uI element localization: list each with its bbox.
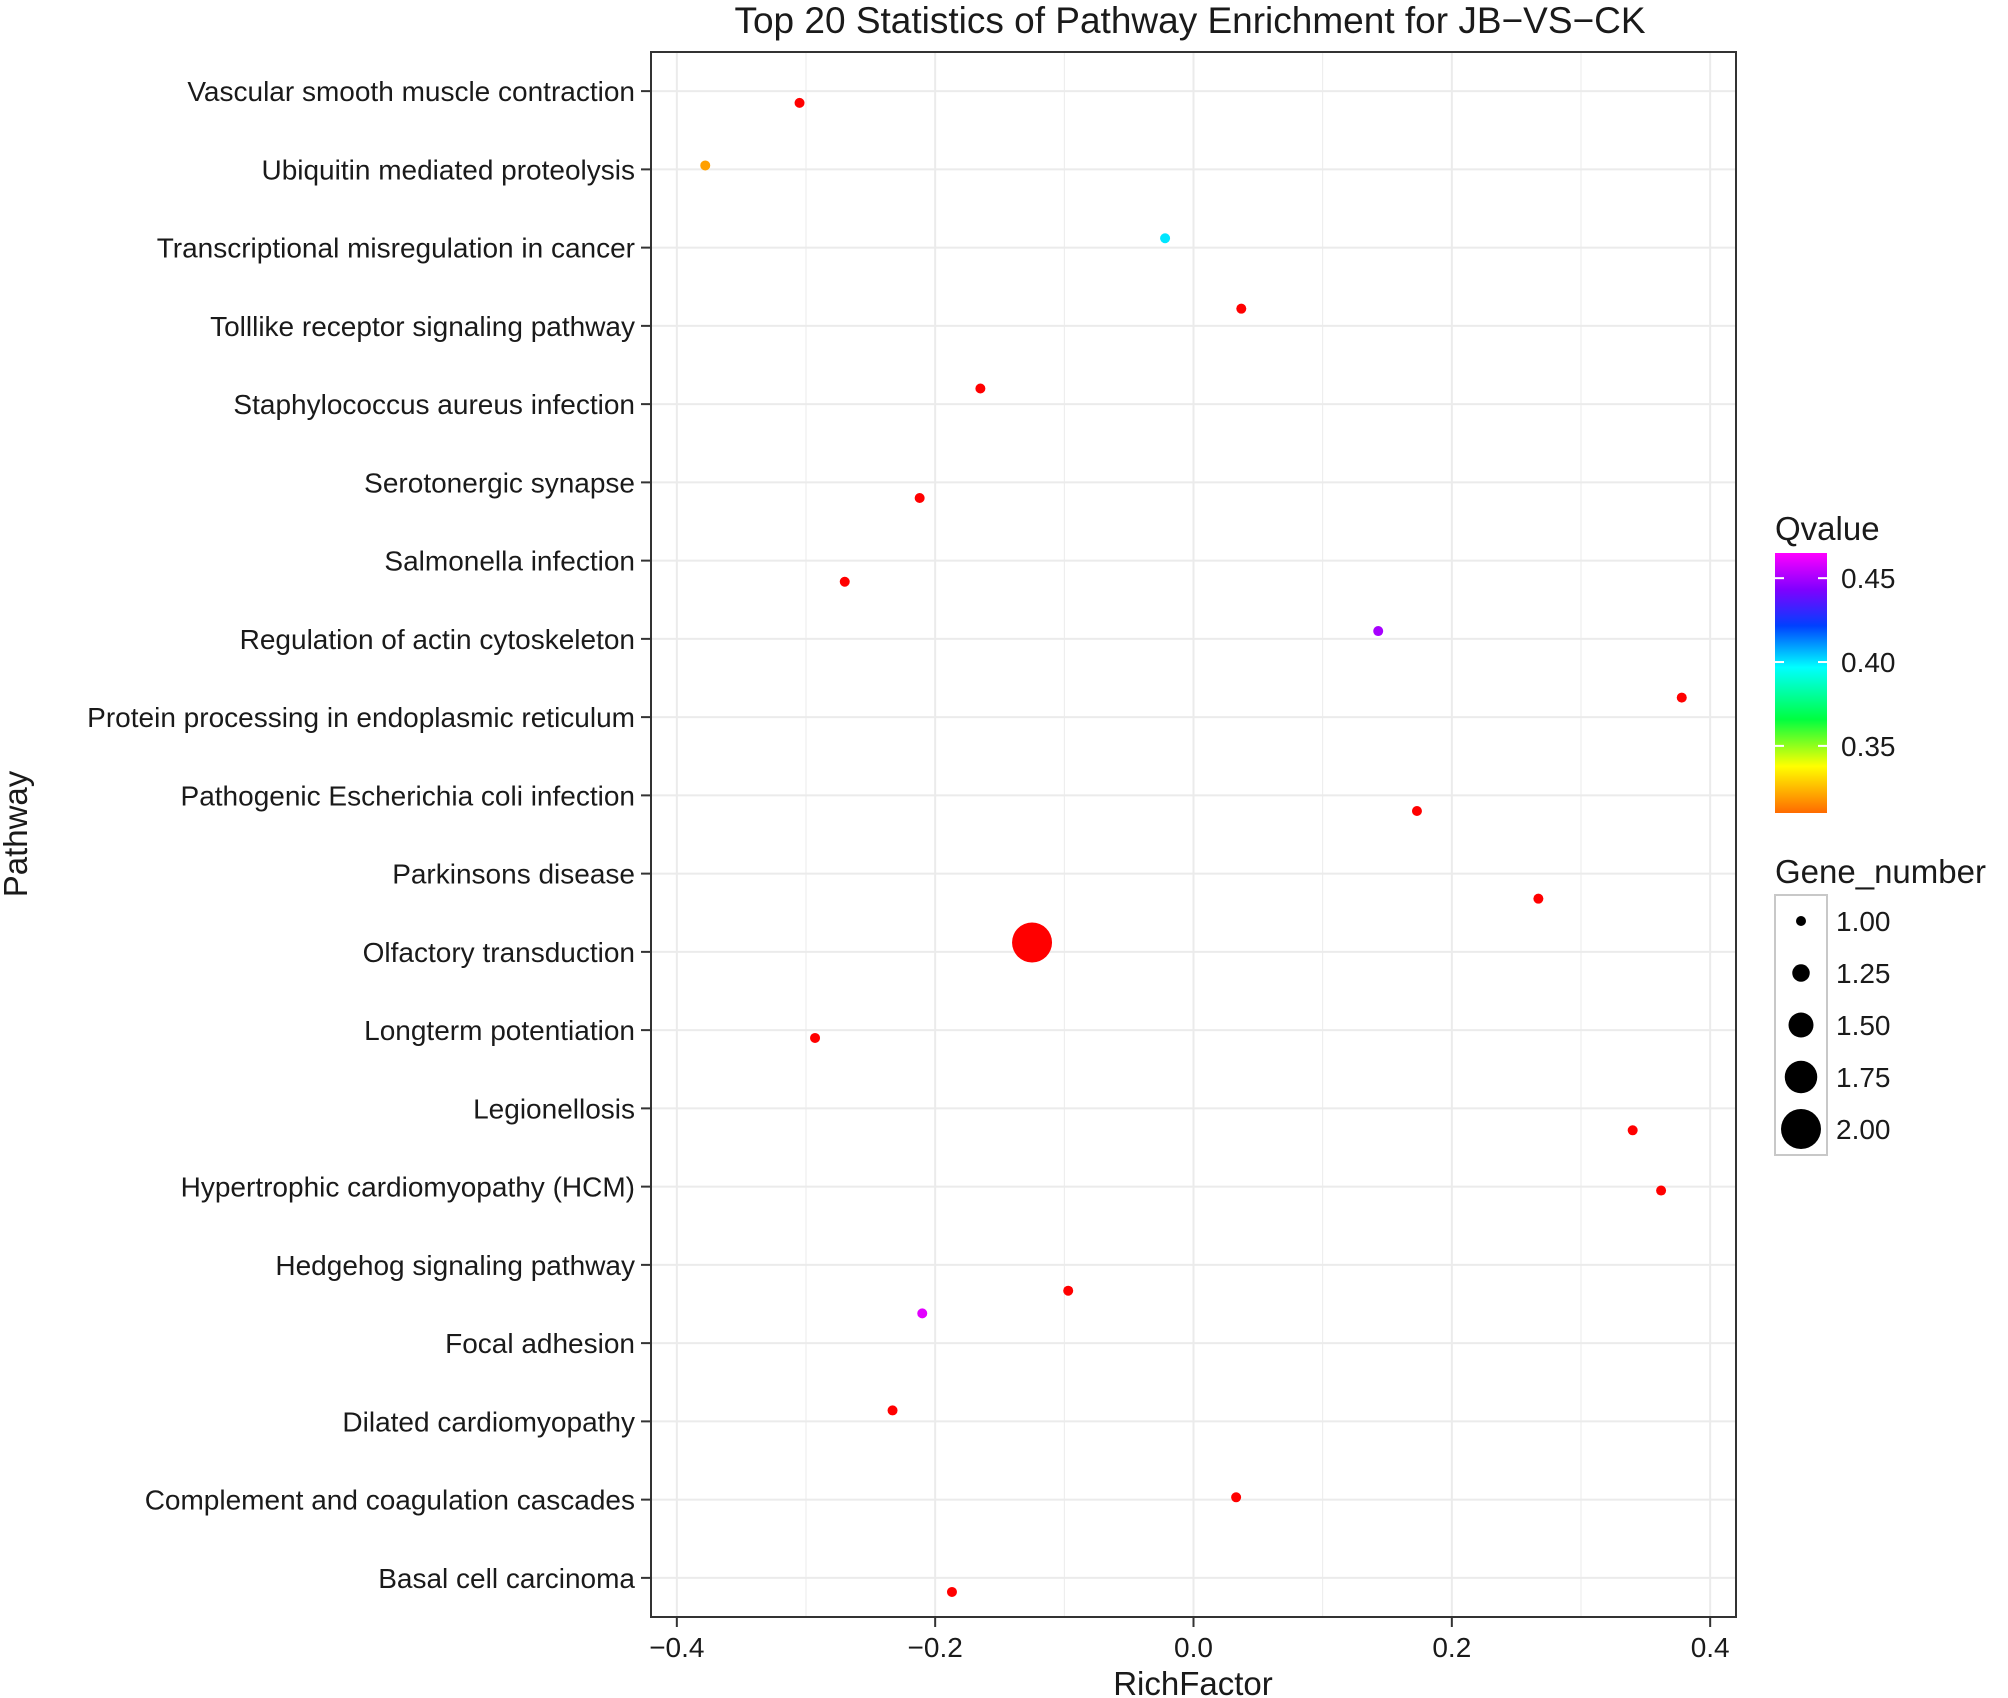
x-tick-label: −0.4 [649,1632,704,1663]
data-point [1012,922,1053,963]
data-point [839,576,850,587]
qvalue-tick-label: 0.40 [1841,647,1896,678]
gene-number-key [1796,916,1806,926]
data-point [1676,692,1687,703]
data-point [1411,806,1422,817]
y-tick-label: Legionellosis [473,1093,635,1124]
qvalue-colorbar [1775,553,1827,813]
gene-number-key-label: 2.00 [1836,1114,1891,1145]
x-tick-label: 0.2 [1432,1632,1471,1663]
gene-number-key-label: 1.00 [1836,906,1891,937]
qvalue-legend-title: Qvalue [1775,510,1880,547]
x-tick-label: −0.2 [908,1632,963,1663]
y-tick-label: Pathogenic Escherichia coli infection [181,780,635,811]
x-axis-title: RichFactor [1113,1665,1273,1698]
x-tick-label: 0.4 [1691,1632,1730,1663]
data-point [946,1586,957,1597]
y-tick-label: Hypertrophic cardiomyopathy (HCM) [181,1172,635,1203]
gene-number-key [1781,1109,1821,1149]
qvalue-tick-label: 0.35 [1841,731,1896,762]
gene-number-key-label: 1.50 [1836,1010,1891,1041]
y-tick-label: Longterm potentiation [364,1015,635,1046]
y-tick-label: Regulation of actin cytoskeleton [240,624,635,655]
data-point [1656,1185,1667,1196]
gene-number-key [1784,1060,1818,1094]
data-point [1231,1492,1242,1503]
y-tick-label: Transcriptional misregulation in cancer [157,233,635,264]
y-tick-label: Vascular smooth muscle contraction [187,76,635,107]
y-tick-label: Focal adhesion [445,1328,635,1359]
y-tick-label: Staphylococcus aureus infection [233,389,635,420]
y-tick-label: Dilated cardiomyopathy [342,1406,635,1437]
y-tick-label: Ubiquitin mediated proteolysis [261,154,635,185]
qvalue-tick-label: 0.45 [1841,563,1896,594]
data-point [917,1308,928,1319]
data-point [1160,233,1171,244]
data-point [887,1405,898,1416]
y-tick-label: Serotonergic synapse [364,467,635,498]
y-tick-label: Hedgehog signaling pathway [275,1250,635,1281]
gene-number-key-label: 1.25 [1836,958,1891,989]
y-tick-label: Basal cell carcinoma [378,1563,635,1594]
data-point [975,383,986,394]
y-tick-label: Parkinsons disease [392,859,635,890]
data-point [1373,626,1384,637]
gene-number-keys: 1.00 1.25 1.50 1.75 2.00 [1781,906,1891,1149]
gene-number-key [1792,964,1810,982]
data-point [794,97,805,108]
gene-number-key-label: 1.75 [1836,1062,1891,1093]
gene-number-key [1788,1012,1814,1038]
y-axis-title: Pathway [0,770,34,897]
x-tick-label: 0.0 [1174,1632,1213,1663]
chart-title: Top 20 Statistics of Pathway Enrichment … [734,0,1645,41]
y-tick-label: Protein processing in endoplasmic reticu… [87,702,635,733]
y-tick-label: Tolllike receptor signaling pathway [210,311,635,342]
gene-number-legend: Gene_number 1.00 1.25 1.50 1.75 2.00 [1774,853,1986,1156]
qvalue-legend: Qvalue 0.35 0.40 0.45 [1775,510,1896,813]
gene-number-legend-title: Gene_number [1775,853,1986,890]
y-tick-label: Salmonella infection [384,546,635,577]
data-point [1627,1125,1638,1136]
data-point [1236,303,1247,314]
data-point [700,160,711,171]
data-point [1533,893,1544,904]
grid-lines [651,52,1736,1617]
data-points [700,97,1687,1597]
data-point [810,1032,821,1043]
qvalue-ticks: 0.35 0.40 0.45 [1775,563,1896,762]
y-axis-labels: Vascular smooth muscle contraction Ubiqui… [87,76,651,1594]
data-point [914,493,925,504]
y-tick-label: Olfactory transduction [363,937,635,968]
x-axis-ticks: −0.4 −0.2 0.0 0.2 0.4 [649,1617,1730,1663]
y-tick-label: Complement and coagulation cascades [145,1485,635,1516]
data-point [1063,1285,1074,1296]
